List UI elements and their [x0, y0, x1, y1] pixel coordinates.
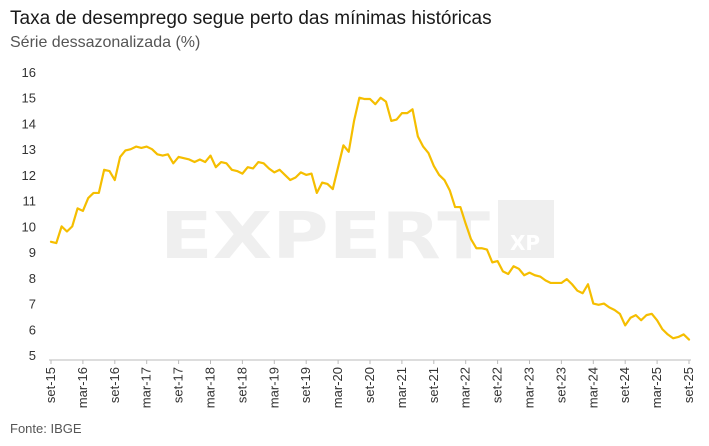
- chart-title: Taxa de desemprego segue perto das mínim…: [10, 8, 492, 29]
- series-group: [49, 96, 691, 341]
- watermark-badge-box: [498, 200, 554, 258]
- x-tick-label: mar-25: [649, 367, 664, 408]
- watermark-logo: EXPERT XP: [160, 200, 554, 274]
- x-tick-label: set-22: [490, 367, 505, 403]
- y-axis: 5 6 7 8 9 10 11 12 13 14 15 16: [22, 65, 36, 363]
- x-tick-label: mar-17: [139, 367, 154, 408]
- x-tick-label: set-24: [617, 367, 632, 403]
- x-tick-label: set-19: [298, 367, 313, 403]
- x-tick-label: set-25: [681, 367, 696, 403]
- x-tick-label: mar-20: [330, 367, 345, 408]
- watermark-badge-text: XP: [510, 231, 540, 255]
- y-tick-label: 14: [22, 116, 36, 131]
- y-tick-label: 12: [22, 168, 36, 183]
- y-tick-label: 13: [22, 142, 36, 157]
- x-tick-label: set-17: [171, 367, 186, 403]
- watermark-text: EXPERT: [160, 200, 490, 274]
- series-line-unemployment-rate: [49, 96, 691, 341]
- x-tick-label: mar-18: [203, 367, 218, 408]
- x-tick-label: mar-24: [585, 367, 600, 408]
- source-note: Fonte: IBGE: [10, 421, 82, 436]
- x-tick-label: mar-19: [266, 367, 281, 408]
- chart-subtitle: Série dessazonalizada (%): [10, 34, 201, 51]
- y-tick-label: 6: [29, 322, 36, 337]
- y-tick-label: 15: [22, 91, 36, 106]
- y-tick-label: 8: [29, 271, 36, 286]
- y-tick-label: 7: [29, 297, 36, 312]
- x-tick-label: set-20: [362, 367, 377, 403]
- x-tick-label: set-16: [107, 367, 122, 403]
- y-tick-label: 11: [23, 194, 37, 209]
- y-tick-label: 16: [22, 65, 36, 80]
- y-tick-label: 5: [29, 348, 36, 363]
- x-tick-label: set-23: [553, 367, 568, 403]
- x-tick-label: set-18: [234, 367, 249, 403]
- x-axis: set-15 mar-16 set-16 mar-17 set-17 mar-18 set-…: [43, 359, 696, 408]
- x-tick-label: mar-21: [394, 367, 409, 408]
- x-tick-label: set-15: [43, 367, 58, 403]
- x-tick-label: mar-16: [75, 367, 90, 408]
- x-tick-label: mar-23: [522, 367, 537, 408]
- y-tick-label: 9: [29, 245, 36, 260]
- y-tick-label: 10: [22, 219, 36, 234]
- x-tick-label: mar-22: [458, 367, 473, 408]
- x-tick-label: set-21: [426, 367, 441, 403]
